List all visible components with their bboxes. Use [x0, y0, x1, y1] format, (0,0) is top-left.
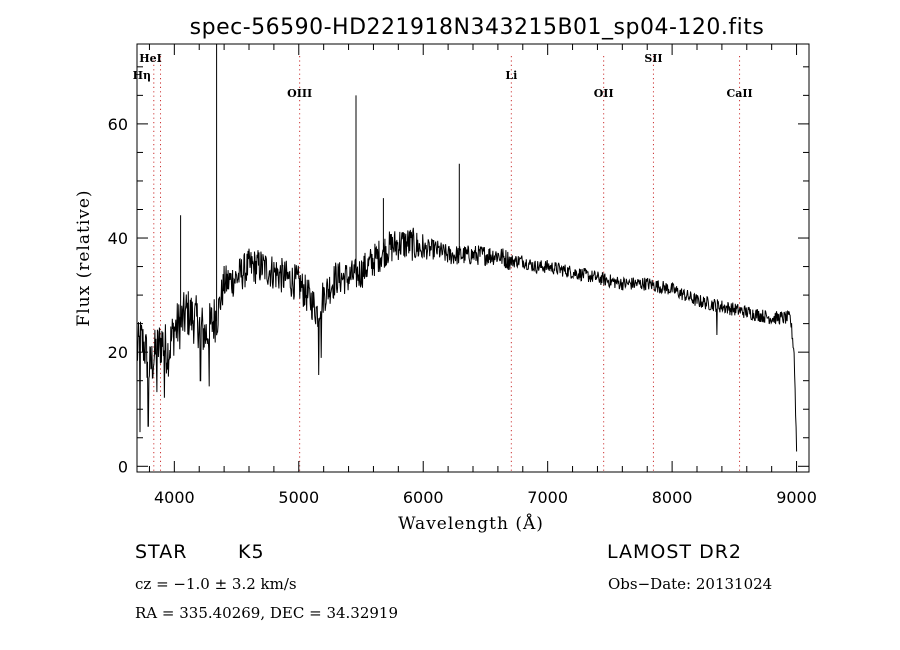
y-tick-label: 40 — [108, 229, 128, 248]
x-tick-label: 4000 — [154, 488, 195, 507]
x-tick-label: 5000 — [278, 488, 319, 507]
subclass: K5 — [238, 541, 265, 563]
line-marker-label: Hη — [133, 69, 151, 82]
line-marker-label: Li — [505, 69, 517, 82]
x-tick-label: 8000 — [652, 488, 693, 507]
spectrum-line — [136, 44, 798, 452]
obs-date-label: Obs−Date: 20131024 — [608, 575, 773, 593]
chart-title: spec-56590-HD221918N343215B01_sp04-120.f… — [190, 15, 765, 40]
line-marker-label: CaII — [726, 87, 752, 100]
y-axis-label: Flux (relative) — [74, 189, 94, 326]
line-marker-label: OIII — [287, 87, 312, 100]
line-marker-label: SII — [644, 52, 662, 65]
line-marker-label: HeI — [139, 52, 162, 65]
y-tick-label: 60 — [108, 115, 128, 134]
y-tick-label: 0 — [118, 457, 128, 476]
x-tick-label: 6000 — [403, 488, 444, 507]
redshift-label: cz = −1.0 ± 3.2 km/s — [135, 575, 297, 593]
y-tick-label: 20 — [108, 343, 128, 362]
survey-label: LAMOST DR2 — [607, 541, 742, 563]
line-marker-label: OII — [594, 87, 614, 100]
object-class: STAR — [135, 541, 188, 563]
x-axis-label: Wavelength (Å) — [398, 513, 544, 534]
x-tick-label: 7000 — [527, 488, 568, 507]
coords-label: RA = 335.40269, DEC = 34.32919 — [135, 604, 399, 622]
plot-frame — [136, 43, 810, 473]
x-tick-label: 9000 — [776, 488, 817, 507]
